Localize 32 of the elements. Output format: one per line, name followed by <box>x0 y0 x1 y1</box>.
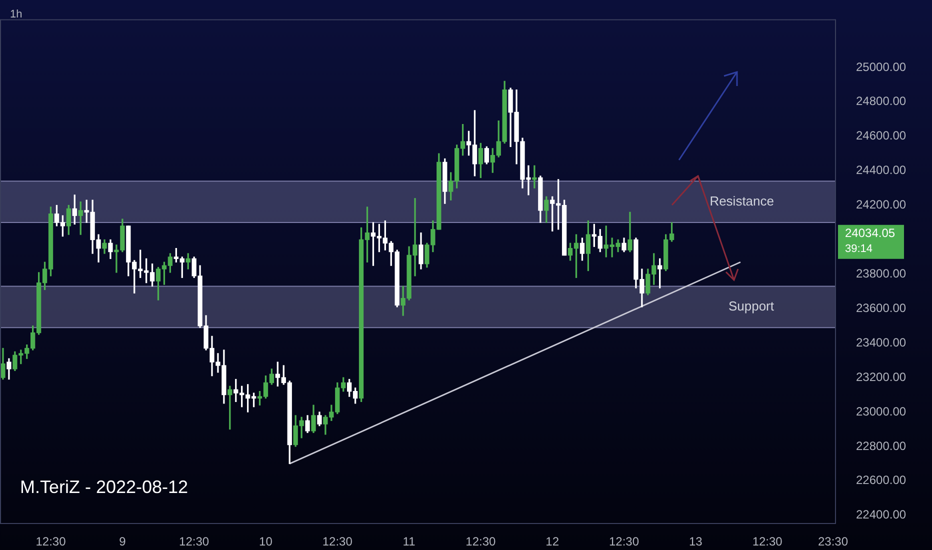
band-label: Resistance <box>710 193 774 208</box>
x-tick-label: 13 <box>688 534 703 549</box>
y-tick-label: 24800.00 <box>856 94 906 108</box>
x-tick-label: 12:30 <box>466 534 496 549</box>
y-tick-label: 25000.00 <box>856 60 906 74</box>
y-tick-label: 22600.00 <box>856 473 906 488</box>
y-tick-label: 22400.00 <box>856 508 906 522</box>
x-tick-label: 12:30 <box>36 534 66 549</box>
y-tick-label: 24400.00 <box>856 163 906 178</box>
x-tick-label: 12 <box>546 534 560 549</box>
x-tick-label: 23:30 <box>818 534 848 549</box>
annotation: M.TeriZ - 2022-08-12 <box>20 476 188 497</box>
band-label: Support <box>728 298 774 314</box>
y-tick-label: 23600.00 <box>856 300 906 315</box>
y-tick-label: 22800.00 <box>856 438 906 453</box>
y-tick-label: 24600.00 <box>856 128 906 143</box>
chart-title: 1h <box>10 8 22 21</box>
y-tick-label: 23000.00 <box>856 404 906 418</box>
text: 24034.05 <box>845 226 896 240</box>
text: 39:14 <box>845 242 873 255</box>
y-tick-label: 23400.00 <box>856 335 906 350</box>
x-tick-label: 11 <box>402 534 416 549</box>
y-tick-label: 23800.00 <box>856 266 906 280</box>
x-tick-label: 12:30 <box>609 534 640 549</box>
y-tick-label: 24200.00 <box>856 198 906 212</box>
x-tick-label: 9 <box>119 534 126 549</box>
x-tick-label: 12:30 <box>322 534 353 549</box>
y-tick-label: 23200.00 <box>856 370 906 384</box>
x-tick-label: 10 <box>259 534 273 549</box>
candlestick <box>532 165 537 188</box>
x-tick-label: 12:30 <box>752 534 783 549</box>
x-tick-label: 12:30 <box>179 534 210 549</box>
